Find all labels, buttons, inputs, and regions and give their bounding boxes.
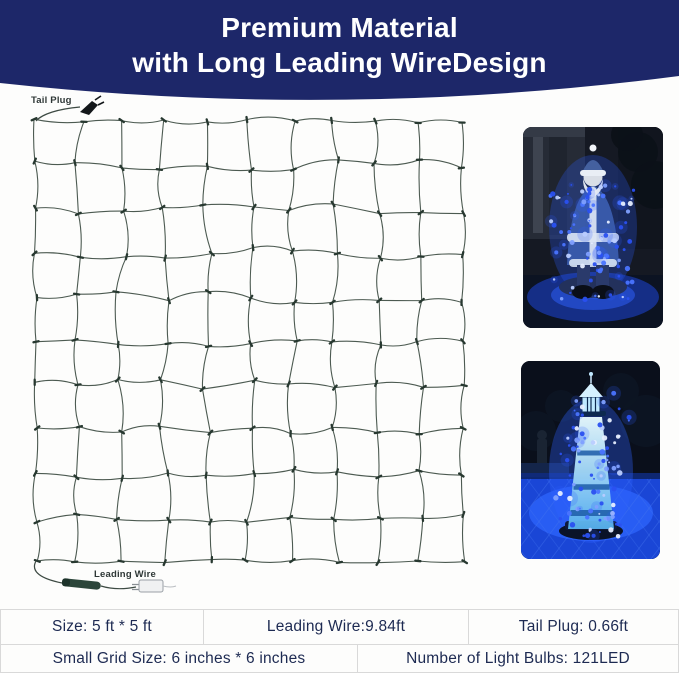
spec-grid-size: Small Grid Size: 6 inches * 6 inches	[52, 649, 306, 667]
tail-plug-label: Tail Plug	[31, 95, 72, 106]
photo-santa-blue-lights	[523, 127, 663, 328]
spec-table: Size: 5 ft * 5 ft Leading Wire:9.84ft Ta…	[0, 609, 679, 673]
leading-wire-label: Leading Wire	[94, 569, 156, 580]
net-grid-wires	[30, 115, 469, 567]
photo-lighthouse-blue-lights	[521, 361, 660, 559]
header-title: Premium Material with Long Leading WireD…	[0, 10, 679, 80]
leading-wire-icon	[33, 560, 177, 593]
spec-table-row-2: Small Grid Size: 6 inches * 6 inches Num…	[1, 644, 678, 672]
header-title-line2: with Long Leading WireDesign	[132, 47, 547, 78]
header-banner: Premium Material with Long Leading WireD…	[0, 0, 679, 120]
tail-plug-icon	[35, 95, 105, 122]
spec-size: Size: 5 ft * 5 ft	[52, 618, 152, 635]
header-title-line1: Premium Material	[221, 12, 458, 43]
spec-table-row-1: Size: 5 ft * 5 ft Leading Wire:9.84ft Ta…	[1, 610, 678, 644]
spec-tail-plug: Tail Plug: 0.66ft	[468, 610, 678, 644]
spec-bulb-count: Number of Light Bulbs: 121LED	[357, 645, 678, 672]
header-curve-shape	[0, 0, 679, 100]
spec-leading-wire: Leading Wire:9.84ft	[203, 610, 468, 644]
